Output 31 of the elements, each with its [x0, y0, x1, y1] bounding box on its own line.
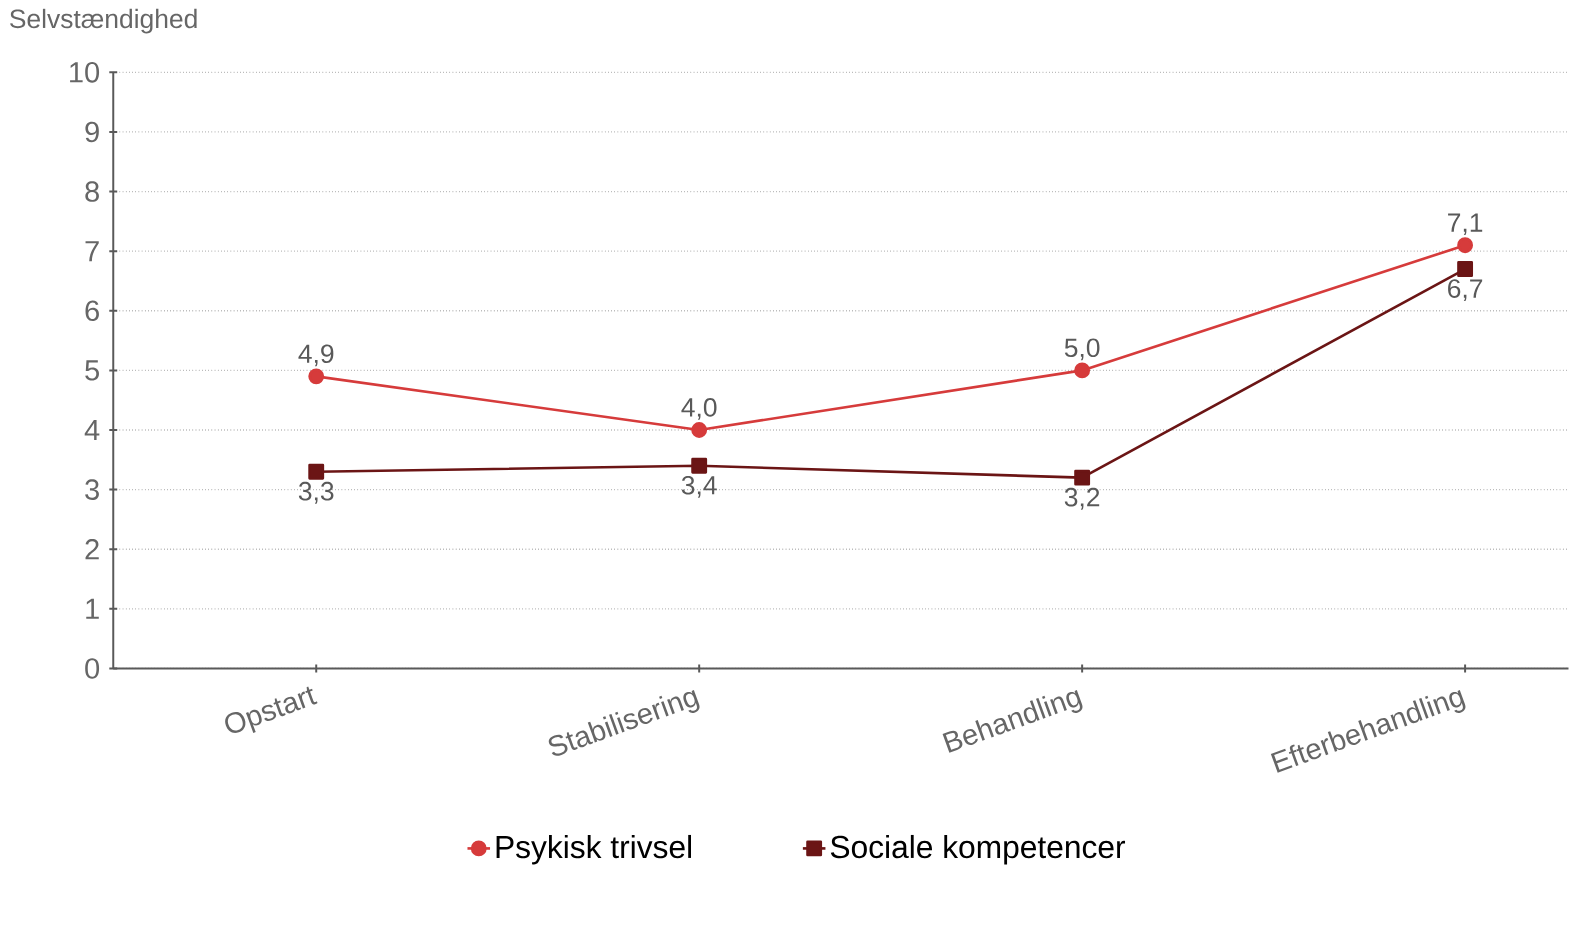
legend-label: Sociale kompetencer	[830, 835, 1126, 865]
y-tick-label: 1	[86, 598, 99, 619]
y-tick-label: 10	[70, 62, 100, 83]
y-tick-label: 7	[85, 241, 99, 262]
point	[308, 368, 325, 385]
y-tick-label: 8	[85, 181, 99, 202]
y-tick-label: 4	[84, 420, 100, 441]
data-label: 5,0	[1064, 338, 1100, 361]
data-label: 7,1	[1448, 213, 1483, 236]
data-label: 4,9	[298, 344, 334, 367]
data-label: 3,3	[298, 481, 334, 504]
point	[691, 457, 708, 474]
point	[308, 463, 325, 480]
y-tick-label: 3	[85, 479, 99, 500]
y-tick-label: 0	[85, 658, 100, 679]
legend-label: Psykisk trivsel	[496, 835, 692, 865]
data-label: 6,7	[1448, 279, 1483, 302]
x-tick-label: Opstart	[225, 686, 318, 734]
point	[691, 422, 708, 438]
y-tick-label: 9	[85, 121, 99, 143]
point	[1074, 469, 1091, 486]
data-label: 4,0	[681, 398, 717, 420]
point	[1457, 237, 1474, 254]
y-axis-title: Selvstændighed	[10, 8, 197, 34]
data-label: 3,2	[1064, 487, 1100, 510]
y-tick-label: 2	[85, 539, 99, 560]
y-tick-label: 6	[85, 300, 99, 322]
point	[1457, 261, 1474, 278]
y-tick-label: 5	[85, 360, 99, 381]
point	[1074, 362, 1091, 379]
data-label: 3,4	[681, 475, 717, 498]
